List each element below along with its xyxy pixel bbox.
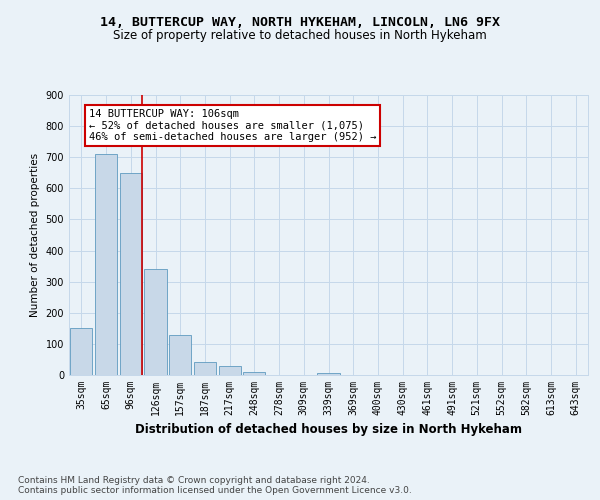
Bar (95, 154, 117, 375)
Text: Size of property relative to detached houses in North Hykeham: Size of property relative to detached ho… (113, 30, 487, 43)
Text: 14, BUTTERCUP WAY, NORTH HYKEHAM, LINCOLN, LN6 9FX: 14, BUTTERCUP WAY, NORTH HYKEHAM, LINCOL… (100, 16, 500, 29)
Bar (317, 372, 340, 375)
Bar (169, 334, 191, 375)
Text: Contains HM Land Registry data © Crown copyright and database right 2024.
Contai: Contains HM Land Registry data © Crown c… (18, 476, 412, 495)
Bar (194, 362, 216, 375)
Bar (145, 269, 167, 375)
X-axis label: Distribution of detached houses by size in North Hykeham: Distribution of detached houses by size … (135, 424, 522, 436)
Text: 14 BUTTERCUP WAY: 106sqm
← 52% of detached houses are smaller (1,075)
46% of sem: 14 BUTTERCUP WAY: 106sqm ← 52% of detach… (89, 109, 376, 142)
Bar (243, 372, 265, 375)
Bar (70, 328, 92, 375)
Bar (119, 173, 142, 375)
Y-axis label: Number of detached properties: Number of detached properties (30, 153, 40, 317)
Bar (218, 366, 241, 375)
